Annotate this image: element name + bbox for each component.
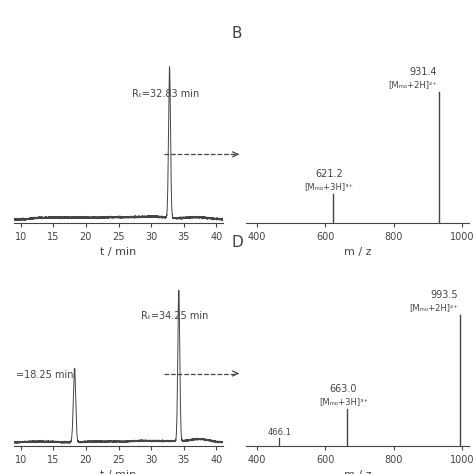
Text: 931.4: 931.4 bbox=[410, 67, 437, 77]
X-axis label: m / z: m / z bbox=[344, 470, 372, 474]
Text: D: D bbox=[231, 235, 243, 250]
Text: 621.2: 621.2 bbox=[315, 169, 343, 179]
Text: Rₜ=34.25 min: Rₜ=34.25 min bbox=[141, 311, 209, 321]
Text: 663.0: 663.0 bbox=[330, 384, 357, 394]
Text: 993.5: 993.5 bbox=[431, 290, 458, 300]
Text: 466.1: 466.1 bbox=[267, 428, 292, 437]
X-axis label: m / z: m / z bbox=[344, 247, 372, 257]
Text: B: B bbox=[232, 26, 242, 41]
Text: [Mₘₒ+3H]³⁺: [Mₘₒ+3H]³⁺ bbox=[305, 182, 354, 191]
X-axis label: t / min: t / min bbox=[100, 470, 137, 474]
Text: =18.25 min: =18.25 min bbox=[16, 370, 73, 380]
Text: [Mₘₒ+2H]²⁺: [Mₘₒ+2H]²⁺ bbox=[410, 303, 458, 312]
Text: [Mₘₒ+3H]³⁺: [Mₘₒ+3H]³⁺ bbox=[319, 397, 368, 406]
Text: [Mₘₒ+2H]²⁺: [Mₘₒ+2H]²⁺ bbox=[388, 80, 437, 89]
X-axis label: t / min: t / min bbox=[100, 247, 137, 257]
Text: Rₜ=32.83 min: Rₜ=32.83 min bbox=[132, 89, 199, 99]
